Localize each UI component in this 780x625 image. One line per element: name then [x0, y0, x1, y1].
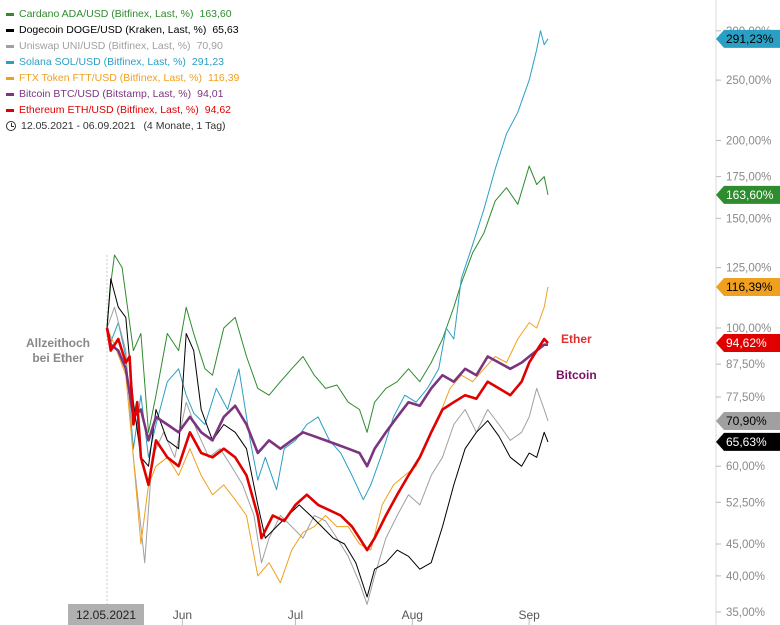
legend-item-ethereum: Ethereum ETH/USD (Bitfinex, Last, %) 94,6…: [6, 102, 239, 118]
legend-label: Cardano ADA/USD (Bitfinex, Last, %): [19, 8, 194, 20]
legend-label: Solana SOL/USD (Bitfinex, Last, %): [19, 56, 186, 68]
series-line-solana: [106, 30, 549, 501]
legend-item-ftx: FTX Token FTT/USD (Bitfinex, Last, %) 116…: [6, 70, 239, 86]
x-tick-label: Aug: [402, 608, 423, 622]
legend-swatch-uniswap: [6, 44, 14, 48]
annotation-all-time-high: bei Ether: [32, 351, 84, 365]
last-value-badge-dogecoin: [716, 432, 780, 451]
last-value-badge-uniswap: [716, 412, 780, 431]
last-value-label-uniswap: 70,90%: [726, 414, 767, 428]
series-line-cardano: [106, 165, 549, 433]
annotation-bitcoin: Bitcoin: [556, 368, 597, 382]
legend-value: 94,62: [204, 104, 232, 116]
y-tick-label: 175,00%: [726, 172, 771, 184]
legend-swatch-cardano: [6, 12, 14, 16]
annotation-all-time-high: Allzeithoch: [26, 336, 90, 350]
legend-swatch-bitcoin: [6, 92, 14, 96]
y-tick-label: 125,00%: [726, 263, 771, 275]
legend-swatch-ftx: [6, 76, 14, 80]
legend-label: Ethereum ETH/USD (Bitfinex, Last, %): [19, 104, 199, 116]
last-value-label-cardano: 163,60%: [726, 188, 774, 202]
legend-swatch-ethereum: [6, 108, 14, 112]
legend-label: Dogecoin DOGE/USD (Kraken, Last, %): [19, 24, 207, 36]
last-value-badge-solana: [716, 29, 780, 48]
legend-value: 291,23: [191, 56, 225, 68]
y-tick-label: 200,00%: [726, 135, 771, 147]
y-tick-label: 60,00%: [726, 461, 765, 473]
legend-label: Bitcoin BTC/USD (Bitstamp, Last, %): [19, 88, 192, 100]
y-tick-label: 87,50%: [726, 359, 765, 371]
y-tick-label: 77,50%: [726, 392, 765, 404]
y-tick-label: 40,00%: [726, 571, 765, 583]
start-date-label: 12.05.2021: [76, 608, 136, 622]
legend-value: 116,39: [208, 72, 240, 84]
y-tick-label: 35,00%: [726, 607, 765, 619]
chart-legend: Cardano ADA/USD (Bitfinex, Last, %) 163,6…: [6, 6, 239, 134]
last-value-badge-cardano: [716, 185, 780, 204]
last-value-label-solana: 291,23%: [726, 32, 774, 46]
y-tick-label: 150,00%: [726, 213, 771, 225]
date-duration: (4 Monate, 1 Tag): [143, 120, 226, 132]
legend-value: 65,63: [212, 24, 239, 36]
x-tick-label: Sep: [518, 608, 540, 622]
x-tick-label: Jun: [173, 608, 192, 622]
legend-item-uniswap: Uniswap UNI/USD (Bitfinex, Last, %) 70,90: [6, 38, 239, 54]
y-tick-label: 45,00%: [726, 539, 765, 551]
date-range-text: 12.05.2021 - 06.09.2021: [21, 120, 136, 132]
legend-swatch-dogecoin: [6, 28, 14, 32]
legend-item-bitcoin: Bitcoin BTC/USD (Bitstamp, Last, %) 94,01: [6, 86, 239, 102]
last-value-label-dogecoin: 65,63%: [726, 435, 767, 449]
legend-date-range: 12.05.2021 - 06.09.2021 (4 Monate, 1 Tag): [6, 118, 239, 134]
y-tick-label: 250,00%: [726, 75, 771, 87]
last-value-badge-ftx: [716, 277, 780, 296]
legend-value: 70,90: [196, 40, 223, 52]
series-line-bitcoin: [105, 327, 548, 468]
last-value-badge-ethereum: [716, 333, 780, 352]
last-value-label-ethereum: 94,62%: [726, 336, 767, 350]
legend-value: 94,01: [197, 88, 224, 100]
series-line-dogecoin: [106, 278, 549, 598]
legend-label: FTX Token FTT/USD (Bitfinex, Last, %): [19, 72, 203, 84]
legend-item-dogecoin: Dogecoin DOGE/USD (Kraken, Last, %) 65,63: [6, 22, 239, 38]
y-tick-label: 100,00%: [726, 323, 771, 335]
start-date-badge: [68, 604, 144, 625]
legend-swatch-solana: [6, 60, 14, 64]
legend-label: Uniswap UNI/USD (Bitfinex, Last, %): [19, 40, 191, 52]
y-tick-label: 52,50%: [726, 497, 765, 509]
legend-item-cardano: Cardano ADA/USD (Bitfinex, Last, %) 163,6…: [6, 6, 239, 22]
clock-icon: [6, 121, 16, 132]
series-line-ethereum: [105, 327, 549, 552]
annotation-ether: Ether: [561, 332, 592, 346]
x-tick-label: Jul: [288, 608, 303, 622]
last-value-label-ftx: 116,39%: [726, 280, 773, 294]
legend-item-solana: Solana SOL/USD (Bitfinex, Last, %) 291,23: [6, 54, 239, 70]
series-line-uniswap: [106, 306, 549, 605]
series-line-ftx: [106, 286, 549, 584]
legend-value: 163,60: [199, 8, 232, 20]
